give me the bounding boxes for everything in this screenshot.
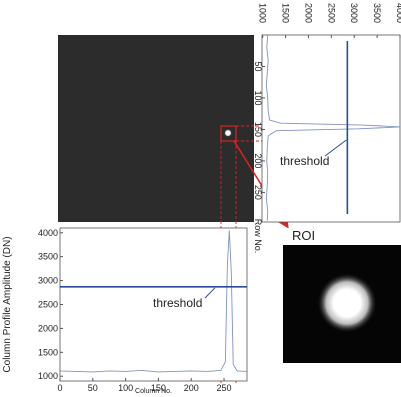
- plot-frame: [262, 35, 400, 222]
- x-tick-label: 50: [253, 61, 263, 71]
- x-tick-label: 100: [118, 383, 133, 393]
- figure: ROI 100015002000250030003500400050100150…: [0, 0, 401, 397]
- x-tick-label: 50: [88, 383, 98, 393]
- x-tick-label: 100: [253, 90, 263, 105]
- y-tick-label: 2000: [303, 3, 313, 23]
- x-tick-label: 200: [184, 383, 199, 393]
- detector-image: [58, 35, 254, 222]
- y-tick-label: 3500: [372, 3, 382, 23]
- y-tick-label: 2000: [38, 323, 58, 333]
- y-tick-label: 2500: [326, 3, 336, 23]
- y-tick-label: 3000: [349, 3, 359, 23]
- y-tick-label: 3000: [38, 276, 58, 286]
- roi-spot: [317, 273, 377, 333]
- y-tick-label: 1500: [38, 347, 58, 357]
- axis-title: Row No.: [253, 219, 263, 254]
- axis-title: Column No.: [135, 388, 172, 395]
- y-tick-label: 3500: [38, 252, 58, 262]
- roi-label: ROI: [292, 228, 315, 243]
- threshold-label: threshold: [153, 296, 202, 310]
- x-tick-label: 0: [57, 383, 62, 393]
- x-tick-label: 250: [217, 383, 232, 393]
- y-tick-label: 2500: [38, 300, 58, 310]
- x-tick-label: 200: [253, 153, 263, 168]
- x-tick-label: 150: [253, 122, 263, 137]
- threshold-label: threshold: [280, 154, 329, 168]
- y-tick-label: 1000: [258, 3, 268, 23]
- bright-spot: [224, 129, 232, 137]
- y-tick-label: 4000: [38, 228, 58, 238]
- y-tick-label: 4000: [395, 3, 401, 23]
- y-tick-label: 1000: [38, 371, 58, 381]
- y-tick-label: 1500: [281, 3, 291, 23]
- axis-title: Column Profile Amplitude (DN): [2, 236, 13, 372]
- x-tick-label: 250: [253, 185, 263, 200]
